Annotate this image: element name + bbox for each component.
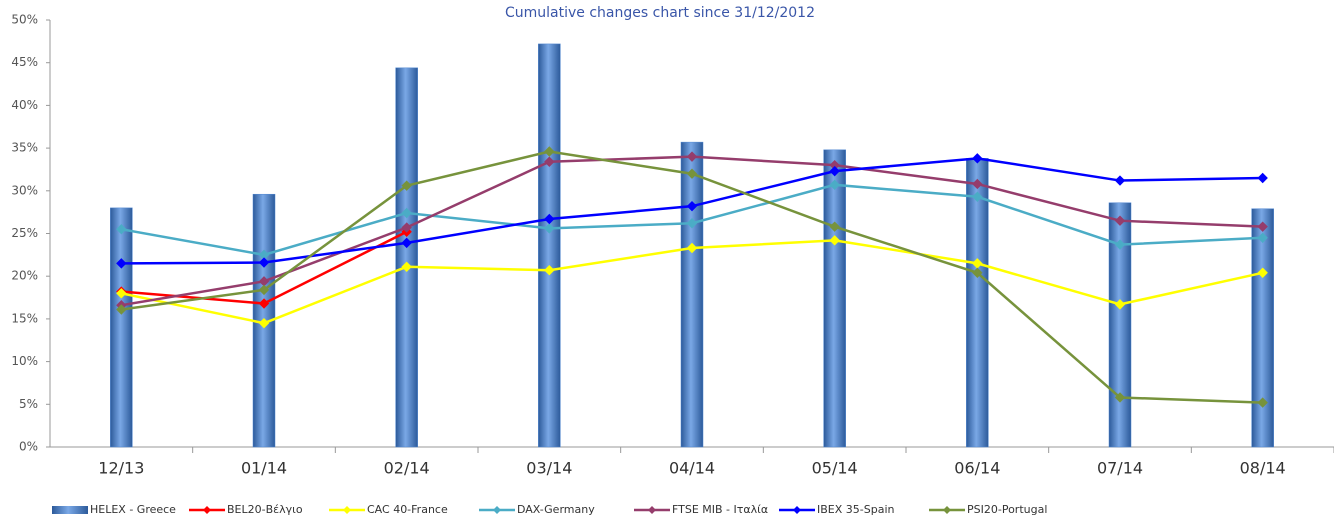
y-tick-label: 5% bbox=[19, 397, 38, 411]
legend-label: CAC 40-France bbox=[367, 503, 448, 516]
bar bbox=[823, 149, 846, 448]
line-marker bbox=[401, 261, 412, 273]
y-tick-label: 10% bbox=[11, 354, 38, 368]
line-marker bbox=[686, 151, 698, 162]
legend-label: BEL20-Βέλγιο bbox=[227, 503, 303, 516]
legend-swatch bbox=[52, 506, 88, 514]
line-marker bbox=[258, 317, 270, 329]
legend-label: PSI20-Portugal bbox=[967, 503, 1047, 516]
line-marker bbox=[1114, 215, 1126, 226]
legend-swatch bbox=[493, 506, 501, 514]
line-marker bbox=[1114, 239, 1126, 250]
line-marker bbox=[972, 178, 983, 190]
x-tick-label: 05/14 bbox=[812, 459, 858, 478]
line-marker bbox=[829, 165, 840, 177]
legend-swatch bbox=[793, 506, 801, 514]
y-tick-label: 30% bbox=[11, 183, 38, 197]
chart-title: Cumulative changes chart since 31/12/201… bbox=[505, 5, 815, 21]
line-marker bbox=[544, 146, 555, 157]
line-marker bbox=[972, 191, 983, 202]
line-marker bbox=[116, 224, 127, 235]
x-tick-label: 12/13 bbox=[98, 459, 144, 478]
legend-label: DAX-Germany bbox=[517, 503, 595, 516]
line-marker bbox=[829, 221, 840, 232]
line-marker bbox=[829, 179, 840, 191]
y-tick-label: 35% bbox=[11, 141, 38, 155]
legend-swatch bbox=[648, 506, 656, 514]
y-tick-label: 20% bbox=[11, 269, 38, 283]
line-marker bbox=[1114, 175, 1126, 186]
legend-swatch bbox=[343, 506, 351, 514]
y-tick-label: 0% bbox=[19, 440, 38, 454]
line-marker bbox=[401, 207, 412, 219]
legend-swatch bbox=[203, 506, 211, 514]
x-tick-label: 07/14 bbox=[1097, 459, 1143, 478]
line-marker bbox=[116, 258, 127, 269]
line-marker bbox=[1257, 232, 1268, 243]
y-tick-label: 45% bbox=[11, 55, 38, 69]
legend-label: HELEX - Greece bbox=[90, 503, 176, 516]
x-tick-label: 02/14 bbox=[384, 459, 430, 478]
line-marker bbox=[972, 153, 983, 164]
line-marker bbox=[1114, 392, 1126, 403]
line-marker bbox=[686, 242, 698, 254]
line-marker bbox=[1257, 221, 1268, 232]
x-tick-label: 01/14 bbox=[241, 459, 287, 478]
y-tick-label: 25% bbox=[11, 226, 38, 240]
line-marker bbox=[686, 168, 698, 179]
line-marker bbox=[1257, 397, 1268, 408]
bar bbox=[680, 141, 704, 448]
x-tick-label: 06/14 bbox=[954, 459, 1000, 478]
line-marker bbox=[116, 304, 127, 315]
bar bbox=[538, 43, 561, 448]
bar bbox=[1108, 202, 1132, 448]
line-marker bbox=[401, 222, 412, 233]
legend-swatch bbox=[943, 506, 951, 514]
line-marker bbox=[829, 235, 840, 246]
line-marker bbox=[1114, 299, 1126, 310]
y-tick-label: 15% bbox=[11, 311, 38, 325]
bar bbox=[1251, 208, 1274, 448]
x-tick-label: 08/14 bbox=[1240, 459, 1286, 478]
x-tick-label: 04/14 bbox=[669, 459, 715, 478]
x-tick-label: 03/14 bbox=[526, 459, 572, 478]
line-marker bbox=[972, 267, 983, 278]
line-marker bbox=[544, 265, 555, 276]
line-marker bbox=[116, 288, 127, 299]
bar bbox=[395, 67, 418, 448]
y-tick-label: 50% bbox=[11, 13, 38, 27]
line-marker bbox=[686, 218, 698, 229]
legend-label: IBEX 35-Spain bbox=[817, 503, 895, 516]
bar bbox=[110, 207, 133, 448]
y-tick-label: 40% bbox=[11, 98, 38, 112]
line-marker bbox=[258, 298, 270, 309]
line-marker bbox=[1257, 172, 1268, 184]
line-marker bbox=[544, 213, 555, 225]
line-marker bbox=[1257, 267, 1268, 278]
line-marker bbox=[258, 284, 270, 296]
line-marker bbox=[544, 223, 555, 234]
line-marker bbox=[401, 180, 412, 191]
line-marker bbox=[258, 257, 270, 268]
legend-label: FTSE MIB - Ιταλία bbox=[672, 503, 768, 516]
line-marker bbox=[544, 156, 555, 167]
line-marker bbox=[686, 200, 698, 212]
line-marker bbox=[401, 237, 412, 249]
